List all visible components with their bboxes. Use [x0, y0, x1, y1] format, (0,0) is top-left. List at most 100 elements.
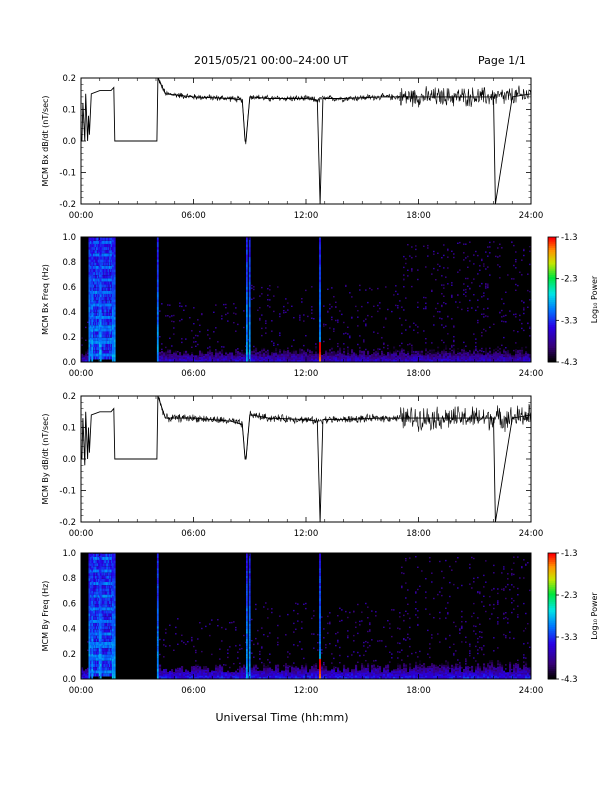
spectrogram-broadband — [113, 359, 116, 363]
spectrogram-cell — [339, 670, 342, 673]
spectrogram-cell — [269, 653, 271, 655]
spectrogram-cell — [191, 670, 194, 673]
spectrogram-cell — [94, 331, 96, 335]
spectrogram-cell — [167, 350, 170, 353]
spectrogram-cell — [195, 664, 198, 667]
spectrogram-cell — [365, 660, 367, 662]
spectrogram-cell — [471, 358, 474, 361]
spectrogram-cell — [107, 312, 109, 316]
spectrogram-cell — [429, 353, 432, 356]
spectrogram-cell — [101, 247, 104, 251]
spectrogram-cell — [347, 670, 350, 673]
spectrogram-cell — [104, 300, 106, 304]
spectrogram-cell — [441, 318, 443, 320]
spectrogram-cell — [279, 673, 282, 676]
spectrogram-cell — [96, 272, 98, 276]
spectrogram-cell — [439, 353, 442, 356]
spectrogram-broadband — [88, 309, 91, 313]
spectrogram-cell — [261, 349, 264, 352]
spectrogram-cell — [181, 666, 184, 668]
spectrogram-broadband — [88, 352, 91, 355]
spectrogram-cell — [335, 633, 337, 635]
spectrogram-cell — [503, 347, 506, 350]
spectrogram-cell — [213, 676, 216, 679]
spectrogram-cell — [473, 347, 476, 350]
spectrogram-broadband — [91, 272, 94, 275]
spectrogram-cell — [361, 352, 364, 355]
spectrogram-cell — [399, 300, 401, 302]
spectrogram-cell — [327, 359, 330, 362]
spectrogram-cell — [479, 359, 482, 362]
spectrogram-cell — [327, 670, 330, 673]
spectrogram-cell — [104, 269, 106, 272]
spectrogram-cell — [247, 672, 250, 675]
spectrogram-cell — [427, 247, 429, 249]
spectrogram-cell — [95, 337, 97, 341]
spectrogram-cell — [90, 325, 92, 329]
spectrogram-cell — [287, 667, 290, 670]
spectrogram-cell — [109, 247, 111, 251]
spectrogram-cell — [305, 353, 308, 356]
spectrogram-cell — [375, 667, 377, 669]
spectrogram-cell — [265, 358, 268, 361]
spectrogram-cell — [321, 356, 324, 359]
spectrogram-cell — [363, 358, 366, 361]
spectrogram-cell — [359, 620, 361, 623]
spectrogram-broadband — [91, 254, 94, 258]
spectrogram-cell — [207, 667, 210, 670]
spectrogram-cell — [447, 256, 449, 258]
spectrogram-broadband — [248, 247, 251, 250]
spectrogram-cell — [297, 603, 299, 605]
spectrogram-cell — [433, 253, 435, 255]
spectrogram-cell — [413, 358, 416, 361]
spectrogram-cell — [439, 356, 442, 359]
spectrogram-cell — [93, 297, 95, 301]
spectrogram-cell — [165, 352, 168, 355]
colorbar-swatch — [548, 247, 556, 250]
spectrogram-cell — [255, 355, 258, 358]
spectrogram-cell — [331, 355, 334, 358]
spectrogram-cell — [177, 672, 180, 675]
spectrogram-cell — [521, 322, 523, 325]
spectrogram-cell — [93, 253, 95, 257]
spectrogram-cell — [161, 675, 164, 678]
spectrogram-cell — [165, 353, 168, 356]
spectrogram-cell — [289, 676, 292, 679]
spectrogram-cell — [529, 355, 532, 358]
spectrogram-cell — [411, 358, 414, 361]
spectrogram-cell — [227, 320, 229, 322]
spectrogram-cell — [265, 320, 267, 322]
spectrogram-cell — [94, 262, 96, 266]
spectrogram-cell — [303, 314, 305, 316]
spectrogram-cell — [96, 250, 99, 254]
spectrogram-broadband — [113, 244, 116, 248]
spectrogram-broadband — [319, 309, 321, 313]
spectrogram-cell — [223, 664, 225, 666]
spectrogram-cell — [93, 344, 95, 347]
spectrogram-cell — [281, 672, 284, 674]
spectrogram-cell — [485, 285, 487, 288]
spectrogram-cell — [207, 355, 210, 358]
spectrogram-cell — [357, 661, 359, 663]
spectrogram-cell — [179, 353, 182, 356]
spectrogram-cell — [101, 309, 104, 313]
spectrogram-cell — [375, 357, 378, 359]
spectrogram-cell — [201, 673, 204, 676]
spectrogram-cell — [463, 358, 466, 361]
spectrogram-cell — [105, 340, 107, 344]
spectrogram-broadband — [113, 334, 116, 338]
spectrogram-broadband — [98, 334, 101, 338]
spectrogram-cell — [473, 358, 476, 361]
spectrogram-broadband — [156, 279, 159, 283]
spectrogram-cell — [83, 358, 86, 361]
spectrogram-cell — [295, 672, 298, 675]
spectrogram-cell — [513, 355, 516, 358]
spectrogram-cell — [293, 631, 295, 633]
spectrogram-cell — [197, 359, 200, 362]
spectrogram-cell — [93, 287, 95, 291]
spectrogram-cell — [503, 315, 505, 317]
spectrogram-cell — [377, 349, 380, 352]
spectrogram-broadband — [91, 314, 94, 318]
spectrogram-cell — [485, 284, 487, 286]
spectrogram-cell — [293, 672, 296, 675]
